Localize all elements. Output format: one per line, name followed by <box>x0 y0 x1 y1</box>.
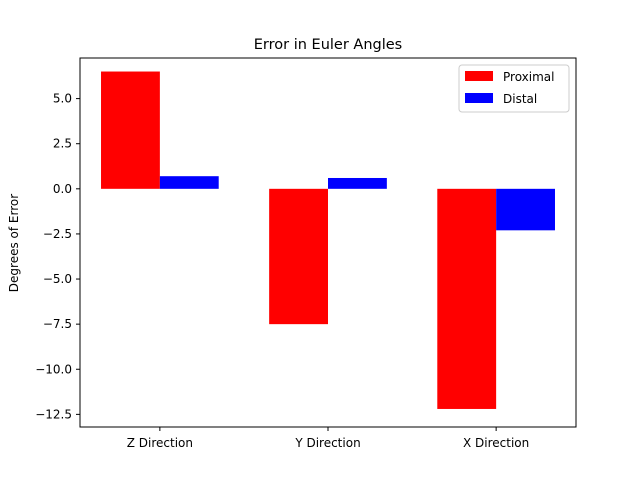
y-tick-label: −2.5 <box>43 227 72 241</box>
plot-frame <box>79 57 577 428</box>
legend-swatch-distal <box>465 93 493 103</box>
x-tick-label: X Direction <box>463 436 529 450</box>
y-tick-label: 0.0 <box>53 182 72 196</box>
y-tick-label: −7.5 <box>43 317 72 331</box>
legend: Proximal Distal <box>458 64 570 113</box>
x-tick-label: Y Direction <box>294 436 360 450</box>
y-tick-label: 2.5 <box>53 137 72 151</box>
bar-distal-2 <box>328 177 387 189</box>
y-tick-label: −10.0 <box>35 362 72 376</box>
bar-distal-3 <box>496 188 555 231</box>
y-tick-label: −5.0 <box>43 272 72 286</box>
bar-distal-1 <box>159 176 219 189</box>
bar-proximal-1 <box>101 71 160 189</box>
y-tick-label: −12.5 <box>35 407 72 421</box>
chart-title: Error in Euler Angles <box>254 37 402 53</box>
legend-swatch-proximal <box>465 71 493 81</box>
legend-label-proximal: Proximal <box>503 70 554 84</box>
y-axis: 5.0 2.5 0.0 −2.5 −5.0 −7.5 −10.0 −12.5 <box>35 92 80 421</box>
bar-proximal-2 <box>269 188 328 325</box>
y-axis-label: Degrees of Error <box>7 194 21 292</box>
x-tick-label: Z Direction <box>127 436 193 450</box>
bar-proximal-3 <box>437 188 497 409</box>
y-tick-label: 5.0 <box>53 92 72 106</box>
bars <box>101 71 555 409</box>
x-axis: Z Direction Y Direction X Direction <box>127 427 529 450</box>
legend-label-distal: Distal <box>503 92 537 106</box>
